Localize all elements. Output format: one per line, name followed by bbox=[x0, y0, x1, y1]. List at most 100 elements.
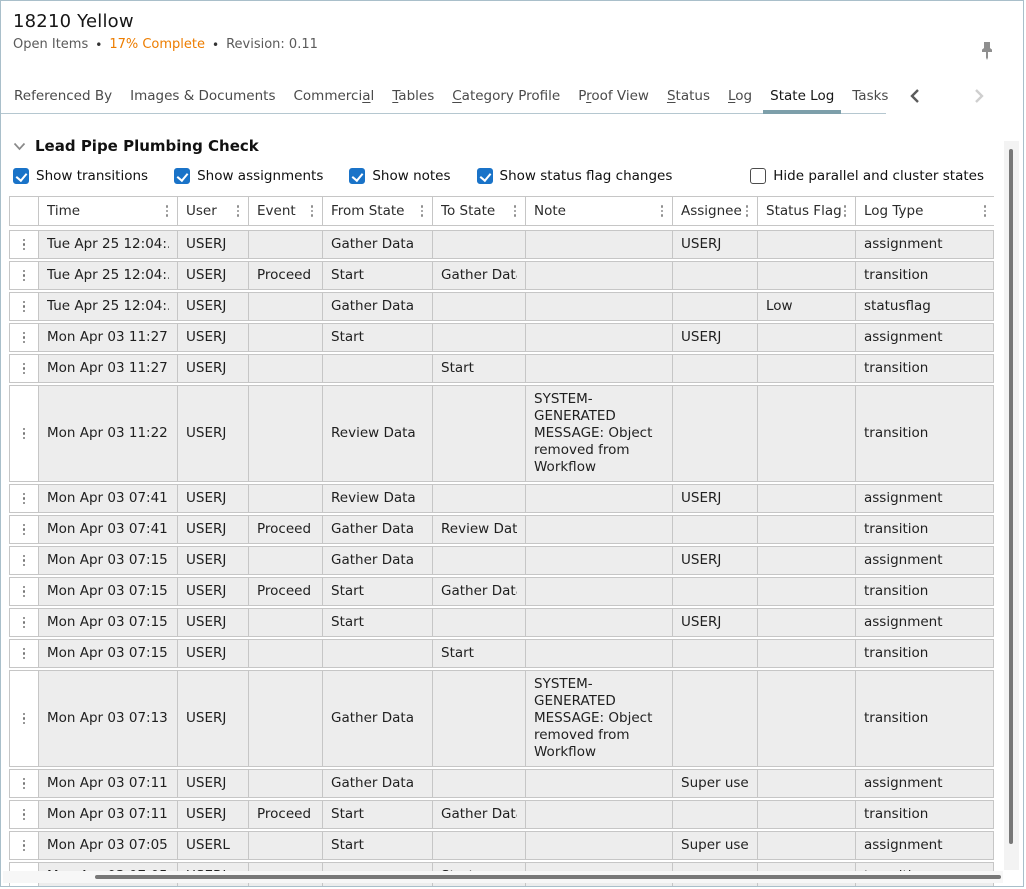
tab-status[interactable]: Status bbox=[666, 88, 710, 104]
row-menu-cell[interactable] bbox=[10, 355, 38, 382]
column-menu-icon[interactable] bbox=[983, 204, 988, 218]
column-header-user[interactable]: User bbox=[177, 197, 248, 225]
pin-icon[interactable] bbox=[979, 41, 995, 65]
filter-show-assignments[interactable]: Show assignments bbox=[174, 168, 323, 184]
table-row: Mon Apr 03 07:41:... USERJ Proceed Gather D… bbox=[9, 515, 994, 544]
row-menu-icon[interactable] bbox=[22, 839, 27, 853]
tab-tasks[interactable]: Tasks bbox=[852, 88, 889, 104]
row-menu-icon[interactable] bbox=[22, 777, 27, 791]
row-menu-cell[interactable] bbox=[10, 231, 38, 258]
row-menu-cell[interactable] bbox=[10, 547, 38, 574]
cell-event bbox=[248, 386, 322, 481]
row-menu-icon[interactable] bbox=[22, 808, 27, 822]
column-menu-icon[interactable] bbox=[745, 204, 750, 218]
vertical-scrollbar-thumb[interactable] bbox=[1009, 149, 1013, 844]
checkbox-show-assignments[interactable] bbox=[174, 168, 191, 184]
row-menu-icon[interactable] bbox=[22, 492, 27, 506]
context-label: Open Items bbox=[13, 37, 89, 52]
cell-note bbox=[525, 231, 672, 258]
row-menu-cell[interactable] bbox=[10, 485, 38, 512]
scroll-tabs-right-icon[interactable] bbox=[967, 84, 991, 108]
row-menu-cell[interactable] bbox=[10, 770, 38, 797]
row-menu-icon[interactable] bbox=[22, 647, 27, 661]
column-header-note[interactable]: Note bbox=[525, 197, 672, 225]
column-header-to-state[interactable]: To State bbox=[432, 197, 525, 225]
row-menu-icon[interactable] bbox=[22, 554, 27, 568]
column-menu-icon[interactable] bbox=[420, 204, 425, 218]
row-menu-cell[interactable] bbox=[10, 640, 38, 667]
cell-note bbox=[525, 832, 672, 859]
checkbox-show-transitions[interactable] bbox=[13, 168, 29, 184]
cell-status-flag bbox=[757, 485, 855, 512]
column-header-from-state[interactable]: From State bbox=[322, 197, 432, 225]
scroll-tabs-left-icon[interactable] bbox=[903, 84, 927, 108]
column-header-time[interactable]: Time bbox=[38, 197, 177, 225]
column-header-label: User bbox=[186, 202, 217, 219]
cell-user: USERJ bbox=[177, 801, 248, 828]
cell-from-state: Start bbox=[322, 578, 432, 605]
cell-value: assignment bbox=[864, 837, 943, 853]
tab-images-documents[interactable]: Images & Documents bbox=[130, 88, 276, 104]
cell-value: transition bbox=[864, 360, 929, 376]
tab-log[interactable]: Log bbox=[728, 88, 753, 104]
checkbox-hide-parallel-and-cluster-states[interactable] bbox=[750, 168, 767, 184]
chevron-down-icon[interactable] bbox=[13, 136, 26, 155]
tab-tables[interactable]: Tables bbox=[392, 88, 435, 104]
horizontal-scrollbar[interactable] bbox=[3, 871, 1003, 883]
column-menu-icon[interactable] bbox=[660, 204, 665, 218]
cell-user: USERJ bbox=[177, 547, 248, 574]
row-menu-icon[interactable] bbox=[22, 427, 27, 441]
row-menu-icon[interactable] bbox=[22, 238, 27, 252]
filter-show-status-flag-changes[interactable]: Show status flag changes bbox=[476, 168, 672, 184]
checkbox-show-notes[interactable] bbox=[349, 168, 366, 184]
tab-referenced-by[interactable]: Referenced By bbox=[14, 88, 113, 104]
cell-value: transition bbox=[864, 425, 929, 441]
row-menu-cell[interactable] bbox=[10, 386, 38, 481]
tab-proof-view[interactable]: Proof View bbox=[578, 88, 649, 104]
table-header-row: Time User Event From State To State Note Assig… bbox=[9, 196, 995, 226]
column-menu-icon[interactable] bbox=[165, 204, 170, 218]
cell-to-state bbox=[432, 832, 525, 859]
row-menu-cell[interactable] bbox=[10, 324, 38, 351]
filter-hide-parallel-and-cluster-states[interactable]: Hide parallel and cluster states bbox=[750, 168, 984, 184]
row-menu-icon[interactable] bbox=[22, 585, 27, 599]
row-menu-cell[interactable] bbox=[10, 516, 38, 543]
cell-log-type: transition bbox=[855, 355, 995, 382]
row-menu-icon[interactable] bbox=[22, 269, 27, 283]
filter-show-notes[interactable]: Show notes bbox=[349, 168, 451, 184]
tab-category-profile[interactable]: Category Profile bbox=[452, 88, 561, 104]
table-row: Mon Apr 03 07:11:... USERJ Proceed Start Gat… bbox=[9, 800, 994, 829]
cell-event bbox=[248, 609, 322, 636]
row-menu-cell[interactable] bbox=[10, 801, 38, 828]
row-menu-cell[interactable] bbox=[10, 671, 38, 766]
row-menu-cell[interactable] bbox=[10, 609, 38, 636]
column-header-status-flag[interactable]: Status Flag bbox=[757, 197, 855, 225]
row-menu-cell[interactable] bbox=[10, 832, 38, 859]
checkbox-show-status-flag-changes[interactable] bbox=[476, 168, 493, 184]
row-menu-icon[interactable] bbox=[22, 523, 27, 537]
cell-to-state bbox=[432, 671, 525, 766]
row-menu-cell[interactable] bbox=[10, 262, 38, 289]
vertical-scrollbar[interactable] bbox=[1004, 141, 1019, 870]
tab-commercial[interactable]: Commercial bbox=[293, 88, 375, 104]
column-menu-icon[interactable] bbox=[843, 204, 848, 218]
column-header-log-type[interactable]: Log Type bbox=[855, 197, 995, 225]
row-menu-icon[interactable] bbox=[22, 616, 27, 630]
column-menu-icon[interactable] bbox=[310, 204, 315, 218]
column-menu-icon[interactable] bbox=[236, 204, 241, 218]
row-menu-icon[interactable] bbox=[22, 362, 27, 376]
tab-state-log[interactable]: State Log bbox=[761, 81, 843, 114]
row-menu-icon[interactable] bbox=[22, 300, 27, 314]
cell-assignee: Super user bbox=[672, 770, 757, 797]
cell-log-type: assignment bbox=[855, 770, 995, 797]
column-header-event[interactable]: Event bbox=[248, 197, 322, 225]
column-menu-icon[interactable] bbox=[513, 204, 518, 218]
row-menu-cell[interactable] bbox=[10, 293, 38, 320]
row-menu-icon[interactable] bbox=[22, 712, 27, 726]
row-menu-icon[interactable] bbox=[22, 331, 27, 345]
filter-show-transitions[interactable]: Show transitions bbox=[13, 168, 148, 184]
horizontal-scrollbar-thumb[interactable] bbox=[95, 875, 1001, 879]
page-subtitle: Open Items • 17% Complete • Revision: 0.… bbox=[13, 37, 1011, 52]
row-menu-cell[interactable] bbox=[10, 578, 38, 605]
column-header-assignee[interactable]: Assignee bbox=[672, 197, 757, 225]
